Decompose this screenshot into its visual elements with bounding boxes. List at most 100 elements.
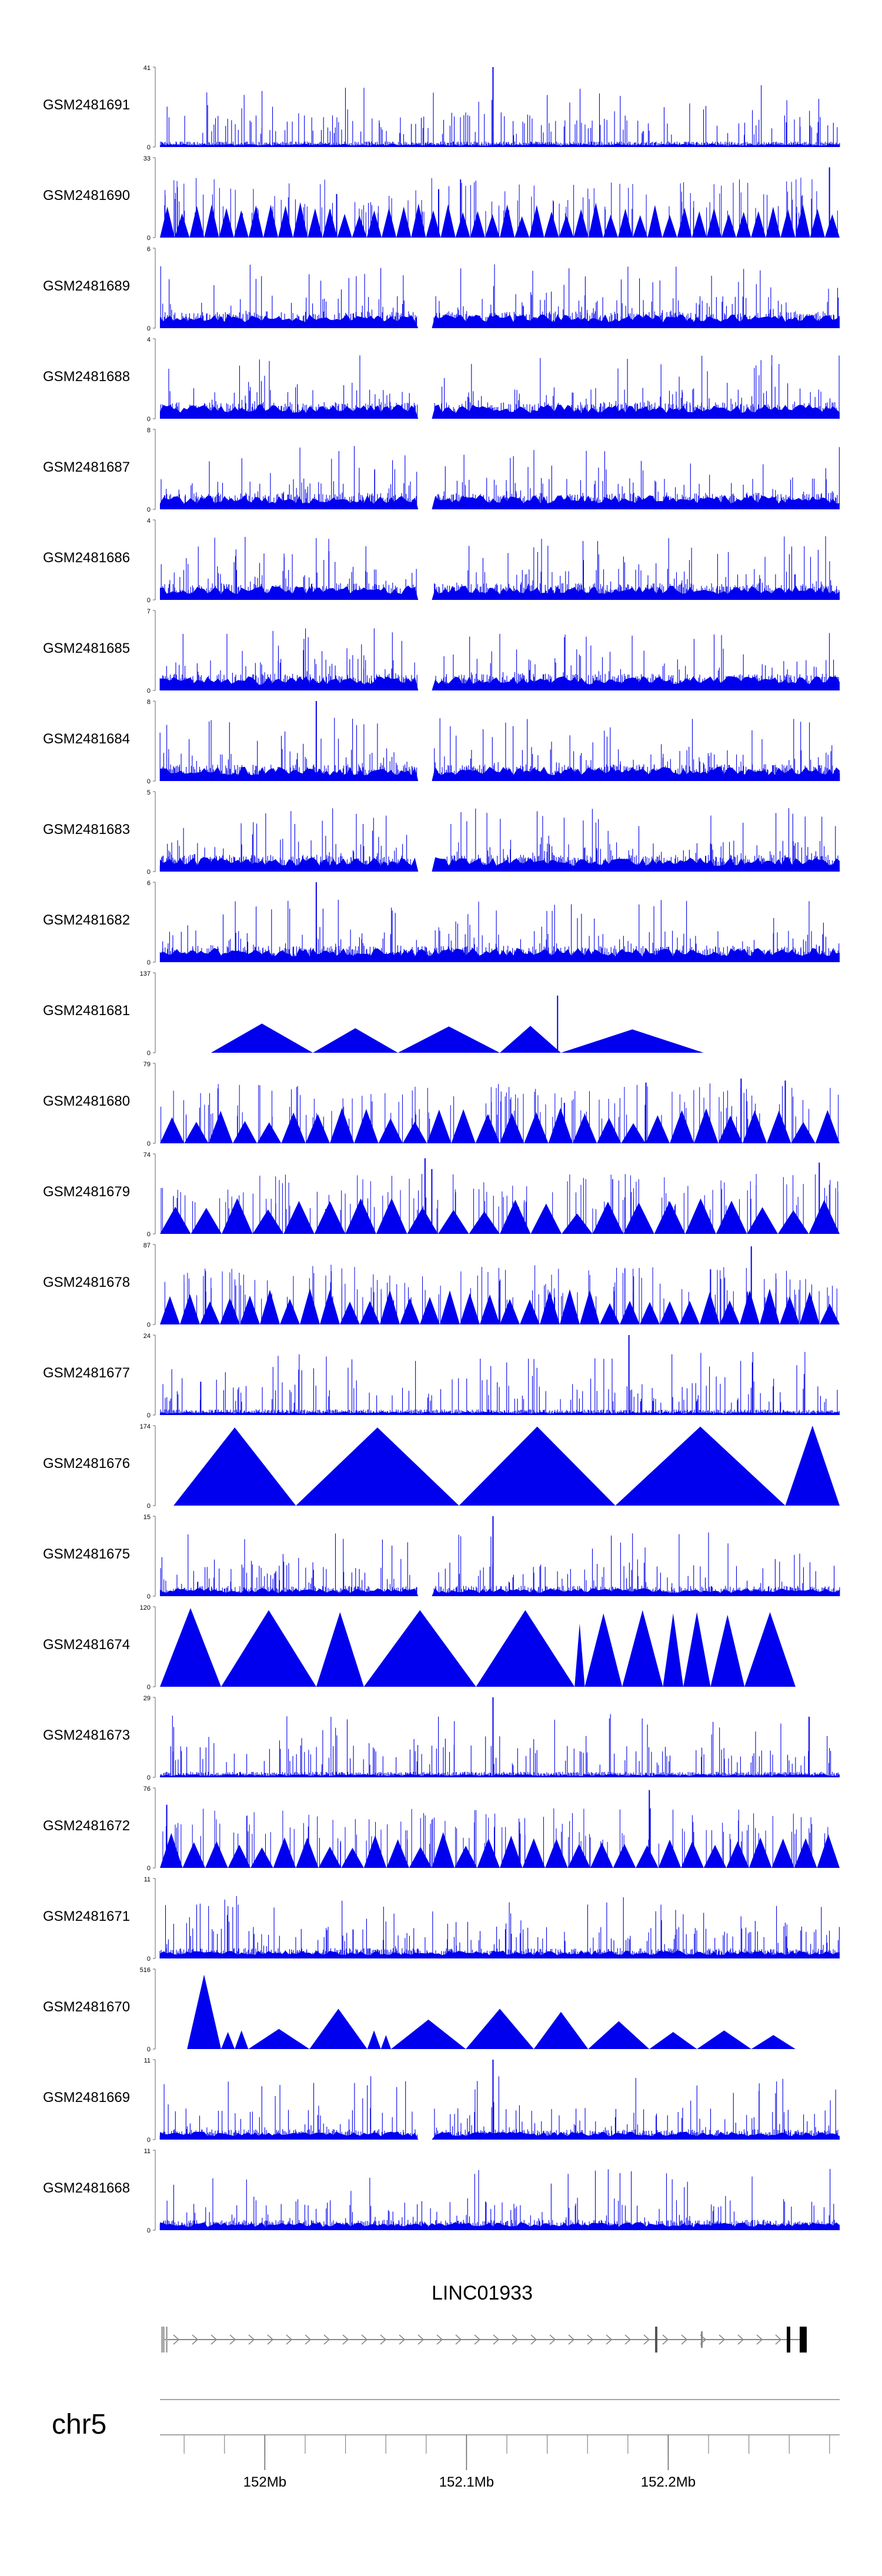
- y-max-label: 5: [147, 789, 151, 796]
- signal-peak: [533, 2011, 589, 2049]
- signal-floor: [160, 1950, 840, 1958]
- track-GSM2481671: GSM2481671 11 0: [43, 1876, 840, 1963]
- gene-name: LINC01933: [432, 2282, 533, 2304]
- y-max-label: 8: [147, 427, 151, 434]
- signal-peak: [710, 1614, 745, 1687]
- chromosome-label: chr5: [52, 2409, 106, 2440]
- signal-peak: [316, 1612, 364, 1687]
- track-GSM2481686: GSM2481686 4 0: [43, 518, 840, 604]
- track-label: GSM2481686: [43, 550, 130, 566]
- axis-ticks: 152Mb 152.1Mb 152.2Mb: [160, 2399, 840, 2490]
- track-label: GSM2481670: [43, 1999, 130, 2015]
- signal-peak: [380, 2035, 391, 2049]
- gene-strand-arrows: [173, 2334, 782, 2345]
- y-zero-label: 0: [147, 1140, 151, 1147]
- gene-exon: [166, 2327, 168, 2353]
- signal-peak: [574, 1623, 585, 1687]
- y-zero-label: 0: [147, 1774, 151, 1781]
- axis-tick-label: 152.1Mb: [439, 2474, 494, 2490]
- track-GSM2481675: GSM2481675 15 0: [43, 1514, 840, 1600]
- track-label: GSM2481683: [43, 822, 130, 837]
- signal-peaks: [160, 1198, 840, 1234]
- y-zero-label: 0: [147, 1322, 151, 1329]
- track-GSM2481674: GSM2481674 120 0: [43, 1604, 796, 1691]
- signal-peak: [588, 2021, 650, 2049]
- signal-floor: [160, 766, 840, 781]
- y-max-label: 6: [147, 880, 151, 887]
- track-GSM2481680: GSM2481680 79 0: [43, 1061, 840, 1147]
- y-zero-label: 0: [147, 778, 151, 785]
- track-GSM2481684: GSM2481684 8 0: [43, 699, 840, 785]
- track-GSM2481670: GSM2481670 516 0: [43, 1967, 796, 2053]
- signal-peak: [367, 2030, 381, 2049]
- y-zero-label: 0: [147, 1865, 151, 1872]
- signal-peak: [173, 1427, 296, 1506]
- axis-tick-label: 152.2Mb: [641, 2474, 696, 2490]
- y-max-label: 6: [147, 246, 151, 253]
- track-label: GSM2481672: [43, 1818, 130, 1834]
- signal-peak: [235, 2030, 249, 2049]
- track-label: GSM2481687: [43, 459, 130, 475]
- y-zero-label: 0: [147, 1593, 151, 1600]
- track-label: GSM2481671: [43, 1908, 130, 1924]
- signal-spikes: [160, 1352, 840, 1415]
- signal-peak: [313, 1028, 398, 1053]
- track-label: GSM2481668: [43, 2180, 130, 2196]
- gene-exon: [701, 2331, 703, 2348]
- track-label: GSM2481673: [43, 1727, 130, 1743]
- y-max-label: 11: [144, 2148, 151, 2155]
- y-zero-label: 0: [147, 1503, 151, 1510]
- y-max-label: 8: [147, 699, 151, 706]
- track-label: GSM2481677: [43, 1365, 130, 1381]
- track-GSM2481668: GSM2481668 11 0: [43, 2148, 840, 2234]
- signal-floor: [160, 2131, 840, 2140]
- y-zero-label: 0: [147, 325, 151, 332]
- y-max-label: 29: [143, 1695, 151, 1702]
- track-GSM2481691: GSM2481691 41 0: [43, 65, 840, 151]
- y-zero-label: 0: [147, 2046, 151, 2053]
- y-zero-label: 0: [147, 1231, 151, 1238]
- signal-floor: [160, 404, 840, 419]
- y-zero-label: 0: [147, 1956, 151, 1963]
- track-GSM2481681: GSM2481681 137 0: [43, 970, 704, 1057]
- signal-peak: [785, 1426, 840, 1506]
- signal-peak: [309, 2008, 368, 2049]
- signal-floor: [160, 947, 840, 962]
- track-label: GSM2481669: [43, 2090, 130, 2105]
- y-zero-label: 0: [147, 688, 151, 695]
- gene-model: [161, 2327, 807, 2353]
- y-zero-label: 0: [147, 1412, 151, 1419]
- y-max-label: 7: [147, 608, 151, 615]
- signal-floor: [160, 1774, 840, 1777]
- track-GSM2481688: GSM2481688 4 0: [43, 336, 840, 423]
- track-label: GSM2481679: [43, 1184, 130, 1200]
- track-label: GSM2481682: [43, 912, 130, 928]
- gene-exon: [800, 2327, 807, 2353]
- signal-peak: [221, 2032, 235, 2049]
- signal-floor: [160, 2222, 840, 2230]
- signal-floor: [160, 676, 840, 690]
- signal-spikes: [159, 1896, 840, 1958]
- gene-track: LINC01933: [161, 2282, 807, 2353]
- track-label: GSM2481676: [43, 1456, 130, 1471]
- signal-spikes: [159, 2168, 840, 2230]
- track-label: GSM2481675: [43, 1546, 130, 1562]
- axis-tick-label: 152Mb: [243, 2474, 286, 2490]
- gene-exon: [161, 2327, 165, 2353]
- signal-spikes: [161, 1174, 838, 1234]
- y-max-label: 76: [143, 1786, 151, 1793]
- track-GSM2481677: GSM2481677 24 0: [43, 1333, 840, 1419]
- y-max-label: 4: [147, 518, 151, 525]
- signal-peak: [221, 1610, 316, 1687]
- signal-peak: [296, 1427, 459, 1506]
- track-GSM2481687: GSM2481687 8 0: [43, 427, 840, 513]
- track-label: GSM2481684: [43, 731, 130, 747]
- genome-axis: chr5 152Mb 152.1Mb 152.2Mb: [52, 2399, 840, 2490]
- track-label: GSM2481674: [43, 1637, 130, 1653]
- y-max-label: 24: [143, 1333, 151, 1340]
- y-zero-label: 0: [147, 235, 151, 242]
- y-max-label: 33: [143, 155, 151, 162]
- y-zero-label: 0: [147, 869, 151, 876]
- track-GSM2481683: GSM2481683 5 0: [43, 789, 840, 876]
